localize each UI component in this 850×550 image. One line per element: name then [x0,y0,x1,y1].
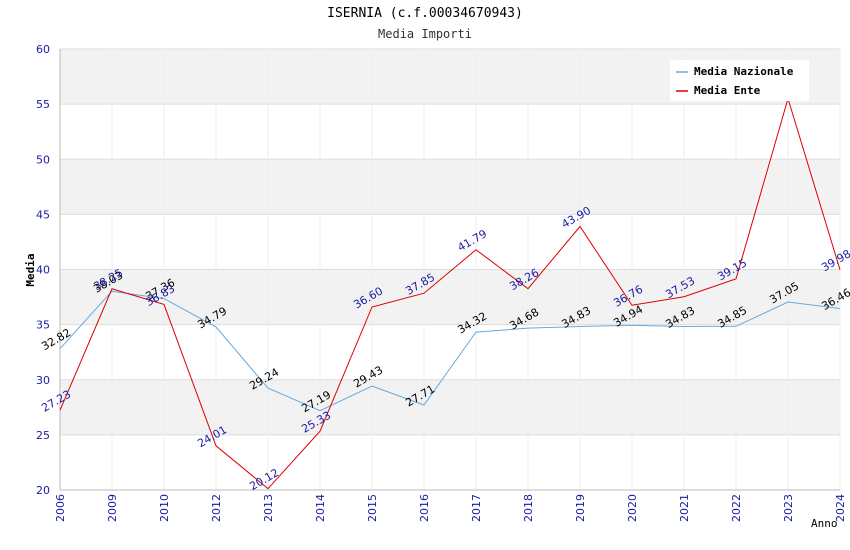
legend-box [670,60,809,101]
y-axis-label: Media [24,253,37,286]
x-tick-label: 2022 [730,494,743,522]
series-line-media-ente [59,96,841,490]
x-tick-label: 2010 [158,494,171,522]
y-tick-label: 60 [36,43,50,56]
plot-band [60,269,840,325]
y-tick-label: 55 [36,98,50,111]
axes [59,49,840,491]
y-tick-label: 20 [36,484,50,497]
x-tick-label: 2016 [418,494,431,522]
plot-band [60,104,840,160]
plot-band [60,379,840,435]
x-tick-label: 2019 [574,494,587,522]
x-tick-label: 2023 [782,494,795,522]
x-tick-label: 2013 [262,494,275,522]
legend-label-media-nazionale: Media Nazionale [694,65,794,78]
plot-band [60,159,840,215]
chart-title: ISERNIA (c.f.00034670943) [327,6,523,21]
x-tick-label: 2006 [54,494,67,522]
chart-subtitle: Media Importi [378,27,472,41]
y-tick-label: 50 [36,153,50,166]
y-tick-label: 35 [36,319,50,332]
plot-band [60,434,840,490]
series-lines [59,96,841,490]
x-tick-label: 2017 [470,494,483,522]
x-tick-label: 2018 [522,494,535,522]
series-line-media-nazionale [59,290,841,412]
y-tick-label: 45 [36,208,50,221]
legend-label-media-ente: Media Ente [694,84,761,97]
y-tick-label: 30 [36,374,50,387]
x-tick-label: 2012 [210,494,223,522]
x-tick-label: 2021 [678,494,691,522]
y-tick-labels: 20 25 30 35 40 45 50 55 60 [36,43,50,497]
plot-background [60,49,840,490]
x-tick-label: 2014 [314,494,327,522]
y-tick-label: 40 [36,264,50,277]
x-tick-label: 2020 [626,494,639,522]
gridlines [59,48,841,491]
legend: Media Nazionale Media Ente [670,60,809,101]
plot-band [60,214,840,270]
x-tick-label: 2024 [834,494,847,522]
x-tick-label: 2009 [106,494,119,522]
y-tick-label: 25 [36,429,50,442]
x-tick-label: 2015 [366,494,379,522]
x-tick-labels: 2006 2009 2010 2012 2013 2014 2015 2016 2017 2018… [54,494,847,522]
x-axis-label: Anno [811,517,838,530]
plot-band [60,324,840,380]
